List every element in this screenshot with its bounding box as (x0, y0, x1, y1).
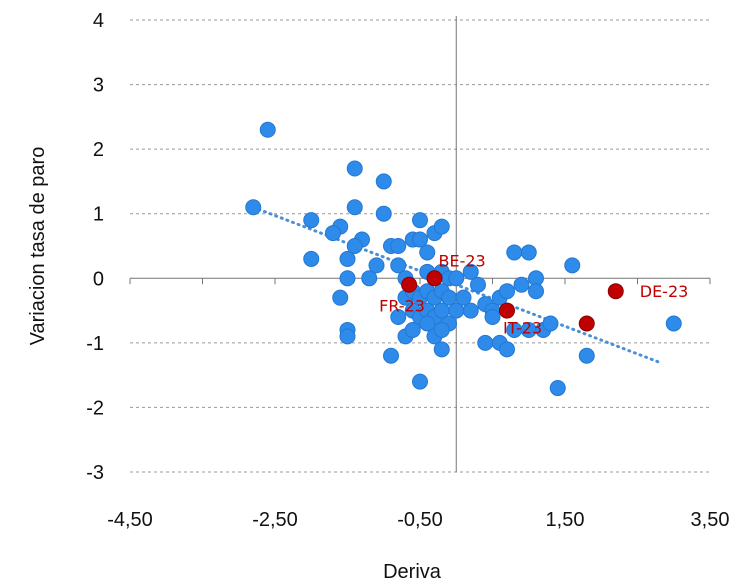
y-tick-label: 1 (93, 204, 104, 226)
data-point (383, 347, 399, 364)
data-point (375, 173, 392, 190)
x-axis-title: Deriva (383, 561, 442, 583)
data-point (339, 250, 356, 267)
data-point (245, 199, 262, 216)
data-point (303, 250, 320, 267)
data-point (339, 328, 356, 345)
data-point (390, 257, 407, 274)
x-tick-label: -4,50 (107, 509, 153, 531)
highlighted-points: BE-23 FR-23 IT-23 DE-23 (379, 251, 688, 337)
data-point (477, 334, 494, 351)
data-point (339, 270, 356, 287)
x-tick-label: 1,50 (546, 509, 585, 531)
data-point (325, 225, 341, 242)
data-point (506, 244, 523, 261)
data-point (528, 283, 544, 300)
data-point (542, 315, 559, 332)
highlighted-point (578, 315, 595, 332)
y-axis-title: Variacion tasa de paro (27, 147, 49, 346)
data-point (361, 270, 378, 287)
data-point (412, 212, 428, 229)
tick-labels: -3 -2 -1 0 1 2 3 4 -4,50 -2,50 -0,50 1,50 3,50 (86, 10, 729, 531)
data-point (404, 321, 421, 338)
highlighted-point (607, 283, 624, 300)
y-tick-label: 0 (93, 268, 104, 290)
x-tick-label: -0,50 (397, 509, 443, 531)
x-tick-label: -2,50 (252, 509, 298, 531)
data-point (520, 244, 537, 261)
y-tick-label: 4 (93, 10, 104, 32)
y-tick-label: 3 (93, 75, 104, 97)
data-point (346, 199, 363, 216)
data-point (578, 347, 595, 364)
y-tick-label: -1 (86, 333, 104, 355)
data-point (433, 341, 450, 358)
data-point (462, 263, 479, 280)
highlighted-point (426, 270, 443, 287)
data-point (390, 309, 407, 326)
y-tick-label: 2 (93, 139, 104, 161)
data-point (346, 238, 363, 254)
highlight-label: DE-23 (640, 282, 689, 301)
data-point (419, 244, 436, 261)
x-tick-label: 3,50 (691, 509, 730, 531)
data-point (564, 257, 581, 274)
data-point (448, 270, 465, 287)
data-point (499, 283, 515, 300)
data-point (368, 257, 385, 274)
data-point (419, 315, 436, 332)
data-point (665, 315, 682, 332)
data-points (245, 121, 682, 397)
data-point (412, 231, 428, 248)
data-point (433, 321, 450, 338)
highlighted-point (499, 302, 515, 319)
data-point (375, 205, 392, 222)
data-point (346, 160, 363, 177)
y-tick-label: -3 (86, 462, 104, 484)
data-point (513, 276, 530, 293)
highlight-label: IT-23 (503, 319, 542, 338)
data-point (470, 276, 486, 293)
data-point (549, 380, 566, 397)
highlighted-point (401, 276, 418, 293)
data-point (390, 238, 407, 254)
data-point (332, 289, 349, 306)
data-point (462, 302, 479, 319)
highlight-label: BE-23 (439, 251, 486, 270)
axes (129, 16, 711, 472)
highlight-label: FR-23 (379, 297, 425, 316)
data-point (259, 121, 276, 138)
y-tick-label: -2 (86, 397, 104, 419)
data-point (433, 218, 450, 235)
data-point (499, 341, 515, 358)
data-point (455, 289, 472, 306)
data-point (484, 309, 501, 326)
data-point (412, 373, 428, 390)
data-point (303, 212, 320, 229)
data-point (448, 302, 465, 319)
